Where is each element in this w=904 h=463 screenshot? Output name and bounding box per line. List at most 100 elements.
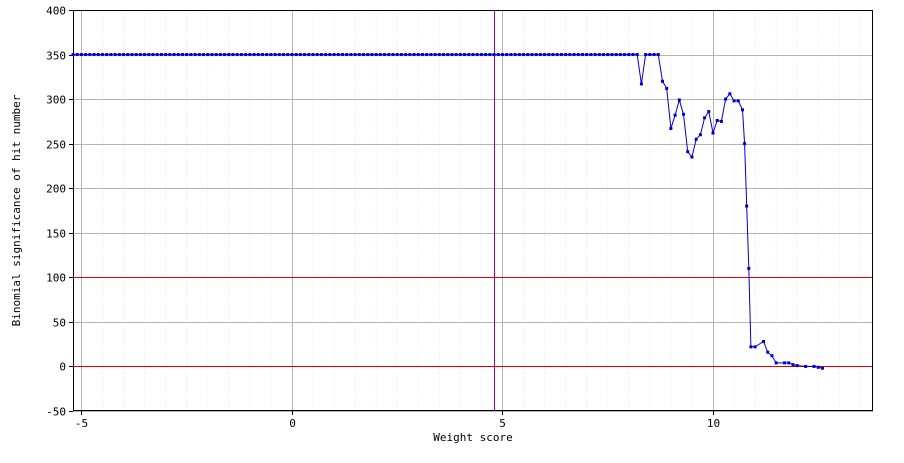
data-point bbox=[345, 53, 349, 57]
data-point bbox=[488, 53, 492, 57]
data-point bbox=[366, 53, 370, 57]
data-point bbox=[724, 97, 728, 101]
data-point bbox=[193, 53, 197, 57]
data-point bbox=[694, 137, 698, 141]
data-point bbox=[496, 53, 500, 57]
y-tick-label: 200 bbox=[46, 183, 66, 196]
data-point bbox=[500, 53, 504, 57]
data-point bbox=[340, 53, 344, 57]
data-point bbox=[677, 98, 681, 102]
data-point bbox=[239, 53, 243, 57]
data-point bbox=[576, 53, 580, 57]
data-point bbox=[151, 53, 155, 57]
data-point bbox=[707, 110, 711, 114]
data-point bbox=[235, 53, 239, 57]
data-point bbox=[534, 53, 538, 57]
data-point bbox=[319, 53, 323, 57]
data-point bbox=[109, 53, 113, 57]
data-point bbox=[231, 53, 235, 57]
data-point bbox=[159, 53, 163, 57]
data-point bbox=[585, 53, 589, 57]
data-point bbox=[728, 92, 732, 96]
data-point bbox=[747, 266, 751, 270]
data-point bbox=[740, 108, 744, 112]
data-point bbox=[265, 53, 269, 57]
data-point bbox=[420, 53, 424, 57]
data-point bbox=[303, 53, 307, 57]
y-tick-label: 50 bbox=[53, 317, 66, 330]
y-tick-label: 350 bbox=[46, 50, 66, 63]
data-point bbox=[517, 53, 521, 57]
data-point bbox=[433, 53, 437, 57]
data-point bbox=[644, 53, 648, 57]
data-point bbox=[105, 53, 109, 57]
data-point bbox=[134, 53, 138, 57]
data-point bbox=[648, 53, 652, 57]
data-point bbox=[467, 53, 471, 57]
data-point bbox=[244, 53, 248, 57]
data-point bbox=[202, 53, 206, 57]
data-point bbox=[324, 53, 328, 57]
x-tick-label: -5 bbox=[75, 417, 88, 430]
data-point bbox=[349, 53, 353, 57]
data-point bbox=[197, 53, 201, 57]
plot-frame bbox=[73, 10, 873, 411]
data-point bbox=[147, 53, 151, 57]
data-point bbox=[555, 53, 559, 57]
data-point bbox=[656, 53, 660, 57]
data-point bbox=[538, 53, 542, 57]
data-point bbox=[130, 53, 134, 57]
data-point bbox=[816, 365, 820, 369]
data-point bbox=[766, 350, 770, 354]
data-point bbox=[820, 366, 824, 370]
data-point bbox=[442, 53, 446, 57]
data-point bbox=[623, 53, 627, 57]
data-point bbox=[429, 53, 433, 57]
data-point bbox=[218, 53, 222, 57]
data-point bbox=[787, 361, 791, 365]
data-point bbox=[395, 53, 399, 57]
data-point bbox=[164, 53, 168, 57]
data-point bbox=[719, 119, 723, 123]
data-point bbox=[357, 53, 361, 57]
data-point bbox=[652, 53, 656, 57]
data-point bbox=[143, 53, 147, 57]
data-point bbox=[79, 53, 83, 57]
data-point bbox=[260, 53, 264, 57]
data-point bbox=[475, 53, 479, 57]
y-tick-label: -50 bbox=[46, 406, 66, 419]
data-point bbox=[328, 53, 332, 57]
series-points bbox=[71, 53, 824, 370]
data-point bbox=[736, 99, 740, 103]
data-point bbox=[635, 53, 639, 57]
plot-area bbox=[73, 10, 873, 411]
data-point bbox=[256, 53, 260, 57]
data-point bbox=[404, 53, 408, 57]
data-point bbox=[690, 155, 694, 159]
data-point bbox=[117, 53, 121, 57]
data-point bbox=[665, 86, 669, 90]
data-point bbox=[593, 53, 597, 57]
data-point bbox=[804, 364, 808, 368]
data-point bbox=[311, 53, 315, 57]
data-point bbox=[172, 53, 176, 57]
data-point bbox=[307, 53, 311, 57]
data-point bbox=[277, 53, 281, 57]
data-point bbox=[185, 53, 189, 57]
data-point bbox=[88, 53, 92, 57]
data-point bbox=[568, 53, 572, 57]
x-tick-label: 0 bbox=[289, 417, 296, 430]
data-point bbox=[92, 53, 96, 57]
data-point bbox=[715, 118, 719, 122]
data-point bbox=[551, 53, 555, 57]
x-axis-title: Weight score bbox=[433, 431, 512, 444]
data-point bbox=[812, 364, 816, 368]
data-point bbox=[383, 53, 387, 57]
data-point bbox=[408, 53, 412, 57]
data-point bbox=[749, 345, 753, 349]
data-point bbox=[374, 53, 378, 57]
data-point bbox=[572, 53, 576, 57]
data-point bbox=[248, 53, 252, 57]
